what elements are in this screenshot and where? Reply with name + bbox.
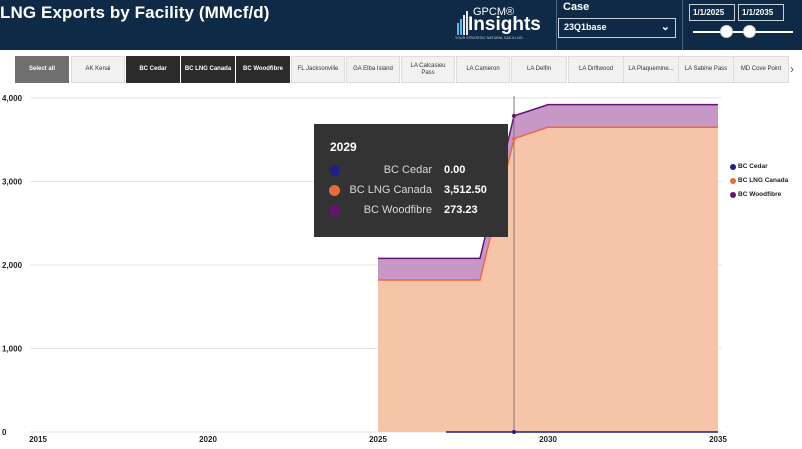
- legend-label: BC Cedar: [738, 163, 768, 170]
- filter-button-la-plaquemine[interactable]: LA Plaquemine...: [623, 56, 679, 83]
- tooltip-series-value: 273.23: [444, 204, 478, 216]
- tooltip-row-bc-lng-canada: BC LNG Canada 3,512.50: [314, 183, 508, 201]
- x-tick-label: 2020: [199, 435, 217, 444]
- chevron-down-icon: ⌄: [660, 21, 670, 33]
- legend-dot: [730, 178, 736, 184]
- hover-point-bc-woodfibre: [512, 113, 516, 118]
- tooltip-series-name: BC Cedar: [383, 164, 432, 176]
- legend-item-bc-lng-canada[interactable]: BC LNG Canada: [730, 177, 788, 191]
- x-tick-label: 2035: [709, 435, 727, 444]
- filter-button-bc-cedar[interactable]: BC Cedar: [126, 56, 180, 83]
- logo-gpcm-text: GPCM®: [473, 6, 515, 18]
- tooltip-series-value: 0.00: [444, 164, 466, 176]
- tooltip-dot: [329, 185, 340, 196]
- date-range-slider-end-handle[interactable]: [743, 25, 756, 38]
- filter-button-la-driftwood[interactable]: LA Driftwood: [568, 56, 624, 83]
- x-tick-label: 2025: [369, 435, 387, 444]
- legend-item-bc-woodfibre[interactable]: BC Woodfibre: [730, 191, 788, 205]
- end-date-input[interactable]: 1/1/2035: [738, 4, 784, 21]
- x-tick-label: 2015: [29, 435, 47, 444]
- select-all-button[interactable]: Select all: [15, 56, 69, 83]
- case-dropdown-value: 23Q1base: [564, 22, 607, 32]
- hover-point-bc-lng-canada: [512, 136, 516, 141]
- filter-button-la-calcasieu-pass[interactable]: LA Calcasieu Pass: [401, 56, 455, 83]
- tooltip-dot: [329, 165, 340, 176]
- chart-tooltip: 2029 BC Cedar 0.00 BC LNG Canada 3,512.5…: [314, 124, 508, 237]
- legend-label: BC Woodfibre: [738, 191, 782, 198]
- filter-button-la-sabine-pass[interactable]: LA Sabine Pass: [678, 56, 734, 83]
- legend-dot: [730, 192, 736, 198]
- filter-button-ak-kenai[interactable]: AK Kenai: [71, 56, 125, 83]
- tooltip-title: 2029: [330, 140, 357, 154]
- chevron-right-icon[interactable]: ›: [790, 62, 794, 76]
- filter-button-bc-lng-canada[interactable]: BC LNG Canada: [181, 56, 235, 83]
- header-divider: [556, 0, 557, 50]
- filter-button-la-delfin[interactable]: LA Delfin: [511, 56, 567, 83]
- legend-item-bc-cedar[interactable]: BC Cedar: [730, 163, 788, 177]
- logo-bars-icon: [457, 11, 468, 35]
- date-range-slider-start-handle[interactable]: [720, 25, 733, 38]
- tooltip-series-name: BC Woodfibre: [363, 204, 432, 216]
- y-tick-label: 0: [2, 428, 7, 437]
- lng-exports-chart: 0 1,000 2,000 3,000 4,000 2015 2020 2025 2030 203…: [0, 88, 802, 449]
- y-tick-label: 1,000: [2, 345, 23, 354]
- series-line-bc-lng-canada: [378, 126, 718, 281]
- case-dropdown[interactable]: 23Q1base ⌄: [558, 18, 676, 38]
- filter-button-fl-jacksonville[interactable]: FL Jacksonville: [291, 56, 345, 83]
- header-bar: LNG Exports by Facility (MMcf/d) GPCM® I…: [0, 0, 802, 50]
- tooltip-series-value: 3,512.50: [444, 184, 487, 196]
- start-date-input[interactable]: 1/1/2025: [689, 4, 735, 21]
- y-tick-label: 4,000: [2, 94, 23, 103]
- header-divider-2: [682, 0, 683, 50]
- hover-point-bc-cedar: [512, 430, 516, 434]
- logo-insights-text: Insights: [468, 14, 541, 35]
- legend-dot: [730, 164, 736, 170]
- gpcm-insights-logo: GPCM® Insights YOUR STRATEGIC NATURAL GA…: [455, 5, 550, 45]
- y-tick-label: 2,000: [2, 261, 23, 270]
- filter-button-bc-woodfibre[interactable]: BC Woodfibre: [236, 56, 290, 83]
- filter-button-md-cove-point[interactable]: MD Cove Point: [733, 56, 789, 83]
- series-line-bc-woodfibre: [378, 103, 718, 260]
- logo-tagline: YOUR STRATEGIC NATURAL GAS & LNG: [455, 36, 523, 40]
- case-label: Case: [563, 1, 590, 13]
- legend-label: BC LNG Canada: [738, 177, 789, 184]
- y-tick-label: 3,000: [2, 178, 23, 187]
- series-area-bc-lng-canada: [378, 127, 718, 432]
- area-chart-svg: 0 1,000 2,000 3,000 4,000 2015 2020 2025 2030 203…: [2, 94, 727, 444]
- tooltip-dot: [329, 205, 340, 216]
- tooltip-row-bc-woodfibre: BC Woodfibre 273.23: [314, 203, 508, 221]
- tooltip-series-name: BC LNG Canada: [349, 184, 432, 196]
- chart-legend: BC Cedar BC LNG Canada BC Woodfibre: [730, 163, 788, 205]
- filter-button-la-cameron[interactable]: LA Cameron: [456, 56, 510, 83]
- page-title: LNG Exports by Facility (MMcf/d): [0, 3, 270, 22]
- series-area-bc-woodfibre: [378, 104, 718, 281]
- facility-filter-bar: Select all AK Kenai BC Cedar BC LNG Canada…: [0, 54, 802, 84]
- x-tick-label: 2030: [539, 435, 557, 444]
- tooltip-row-bc-cedar: BC Cedar 0.00: [314, 163, 508, 181]
- filter-button-ga-elba-island[interactable]: GA Elba Island: [346, 56, 400, 83]
